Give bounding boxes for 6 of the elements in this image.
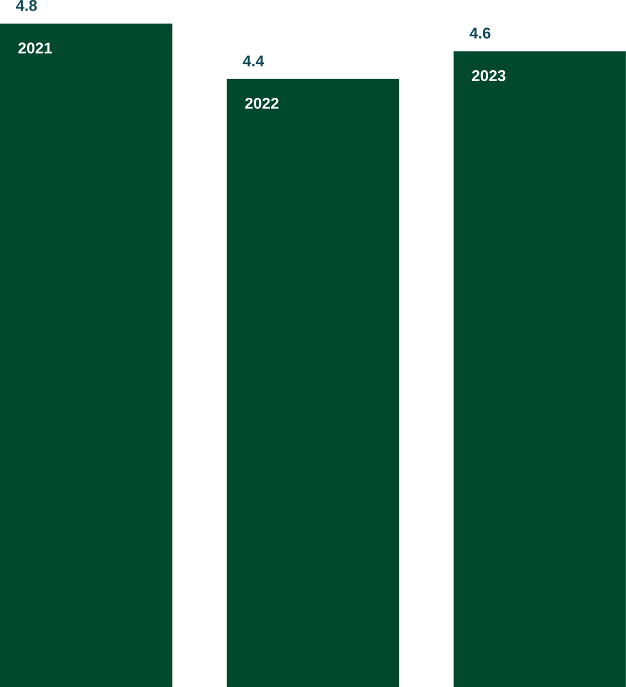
data-label: 4.6 [470, 28, 490, 39]
x-tick-label: 2021 [18, 42, 52, 54]
x-tick-label: 2022 [245, 98, 279, 109]
data-label: 4.4 [242, 56, 264, 66]
data-label: 4.8 [16, 0, 37, 11]
x-tick-label: 2023 [472, 70, 506, 82]
